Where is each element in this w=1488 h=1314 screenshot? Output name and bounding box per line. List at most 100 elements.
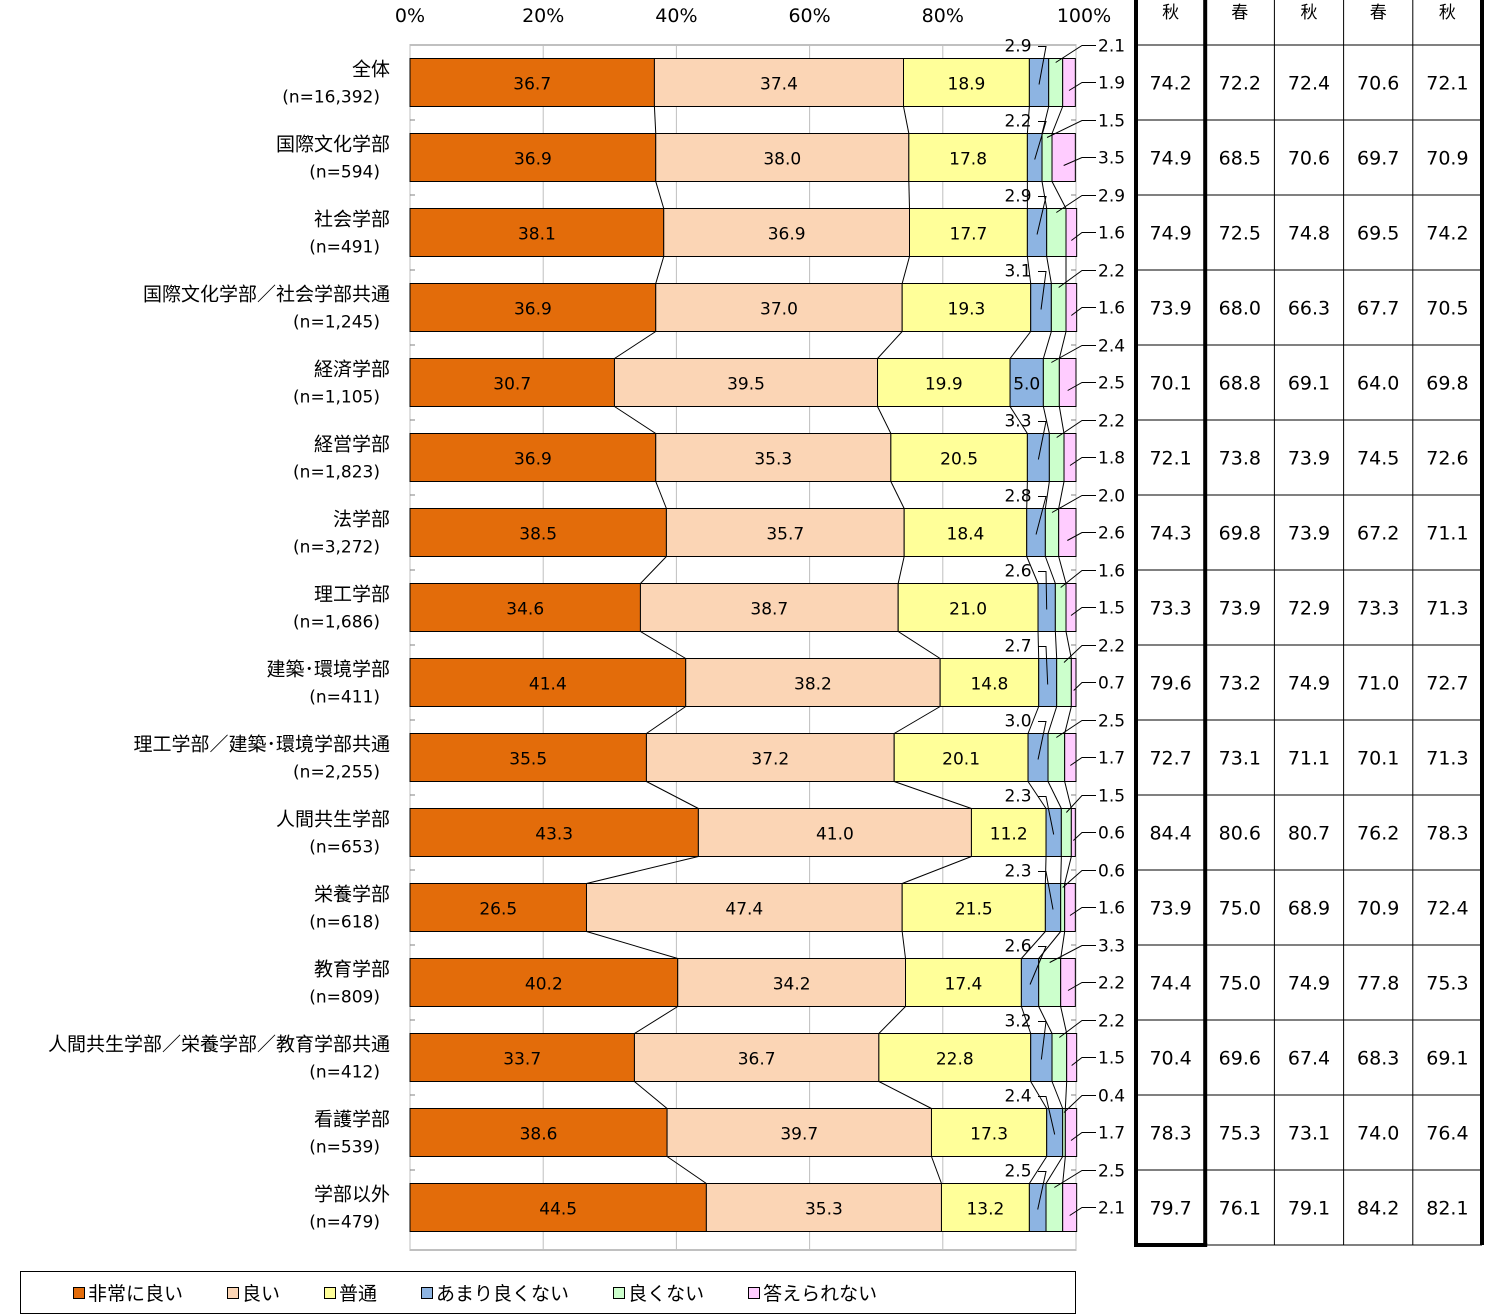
series-connector (655, 256, 665, 284)
bar-segment (909, 208, 1028, 257)
category-label: 人間共生学部／栄養学部／教育学部共通 (48, 1034, 390, 1056)
series-connector (1058, 481, 1065, 509)
category-n-label: (n=618) (309, 913, 380, 933)
category-n-label: (n=2,255) (293, 763, 380, 783)
series-connector (1054, 631, 1058, 659)
series-connector (1030, 1081, 1048, 1109)
table-cell: 70.4 (1149, 1048, 1191, 1070)
category-label: 看護学部 (314, 1109, 390, 1131)
series-connector (653, 106, 657, 134)
legend-item: 非常に良い (73, 1279, 183, 1306)
legend-swatch (421, 1286, 434, 1299)
data-label: 21.0 (949, 600, 987, 620)
callout-leader (1054, 1170, 1096, 1188)
data-label: 2.9 (1004, 37, 1031, 57)
data-label: 2.1 (1098, 37, 1125, 57)
data-label: 37.2 (751, 750, 789, 770)
table-cell: 69.8 (1426, 373, 1468, 395)
data-label: 2.5 (1098, 1162, 1125, 1182)
data-label: 0.6 (1098, 862, 1125, 882)
series-connector (646, 706, 687, 734)
series-connector (908, 181, 910, 209)
category-n-label: (n=1,245) (293, 313, 380, 333)
bar-segment (409, 283, 657, 332)
callout-leader (1038, 571, 1048, 610)
table-cell: 68.8 (1219, 373, 1261, 395)
bar-segment (1062, 58, 1076, 107)
data-label: 2.5 (1098, 712, 1125, 732)
bar-segment (409, 808, 699, 857)
data-label: 2.5 (1098, 374, 1125, 394)
bar-segment (1048, 58, 1064, 107)
series-connector (897, 631, 941, 659)
legend-label: 答えられない (763, 1283, 878, 1305)
bar-segment (655, 433, 892, 482)
bar-segment (633, 1033, 880, 1082)
callout-leader (1034, 121, 1047, 160)
data-label: 1.5 (1098, 112, 1125, 132)
series-connector (1051, 106, 1064, 134)
callout-leader (1060, 570, 1096, 588)
data-label: 33.7 (503, 1050, 541, 1070)
table-cell: 79.7 (1149, 1198, 1191, 1220)
table-cell: 74.2 (1149, 73, 1191, 95)
data-label: 38.5 (519, 525, 557, 545)
callout-leader (1038, 1021, 1047, 1060)
data-label: 14.8 (970, 675, 1008, 695)
table-cell: 66.3 (1288, 298, 1330, 320)
callout-leader (1070, 607, 1096, 616)
table-header: 秋 (1162, 3, 1179, 23)
data-label: 38.1 (518, 225, 556, 245)
bar-segment (1058, 358, 1077, 407)
table-cell: 69.1 (1426, 1048, 1468, 1070)
callout-leader (1049, 945, 1096, 963)
table-cell: 68.3 (1357, 1048, 1399, 1070)
table-header: 秋 (1301, 3, 1318, 23)
bar-segment (897, 583, 1039, 632)
bar-segment (409, 433, 657, 482)
callout-leader (1070, 1132, 1096, 1141)
data-label: 39.7 (780, 1125, 818, 1145)
table-cell: 73.9 (1149, 298, 1191, 320)
series-connector (1026, 556, 1039, 584)
data-label: 2.2 (1098, 637, 1125, 657)
data-label: 0.6 (1098, 824, 1125, 844)
table-cell: 69.6 (1219, 1048, 1261, 1070)
bar-segment (1047, 733, 1066, 782)
series-connector (878, 1081, 932, 1109)
data-label: 44.5 (539, 1200, 577, 1220)
data-label: 36.9 (514, 450, 552, 470)
series-connector (931, 1156, 942, 1184)
data-label: 36.7 (513, 75, 551, 95)
legend-item: 良くない (613, 1279, 704, 1306)
bar-segment (409, 58, 655, 107)
callout-leader (1038, 271, 1047, 310)
data-label: 17.4 (945, 975, 983, 995)
data-label: 35.3 (805, 1200, 843, 1220)
series-connector (646, 781, 699, 809)
category-label: 社会学部 (314, 209, 390, 231)
callout-leader (1029, 946, 1047, 985)
data-label: 2.5 (1004, 1162, 1031, 1182)
series-connector (1045, 1156, 1064, 1184)
table-cell: 74.3 (1149, 523, 1191, 545)
bar-segment (930, 1108, 1048, 1157)
table-cell: 78.3 (1149, 1123, 1191, 1145)
callout-leader (1071, 307, 1096, 316)
series-connector (655, 481, 667, 509)
data-label: 3.1 (1004, 262, 1031, 282)
bar-segment (903, 58, 1030, 107)
data-label: 2.6 (1098, 524, 1125, 544)
category-label: 理工学部／建築･環境学部共通 (133, 734, 390, 756)
bar-segment (905, 958, 1022, 1007)
series-connector (1064, 856, 1072, 884)
bar-segment (1058, 508, 1077, 557)
callout-leader (1071, 232, 1096, 241)
data-label: 2.2 (1004, 112, 1031, 132)
table-cell: 72.4 (1288, 73, 1330, 95)
data-label: 17.7 (950, 225, 988, 245)
series-connector (901, 931, 907, 959)
series-connector (1060, 931, 1066, 959)
series-connector (666, 1156, 707, 1184)
